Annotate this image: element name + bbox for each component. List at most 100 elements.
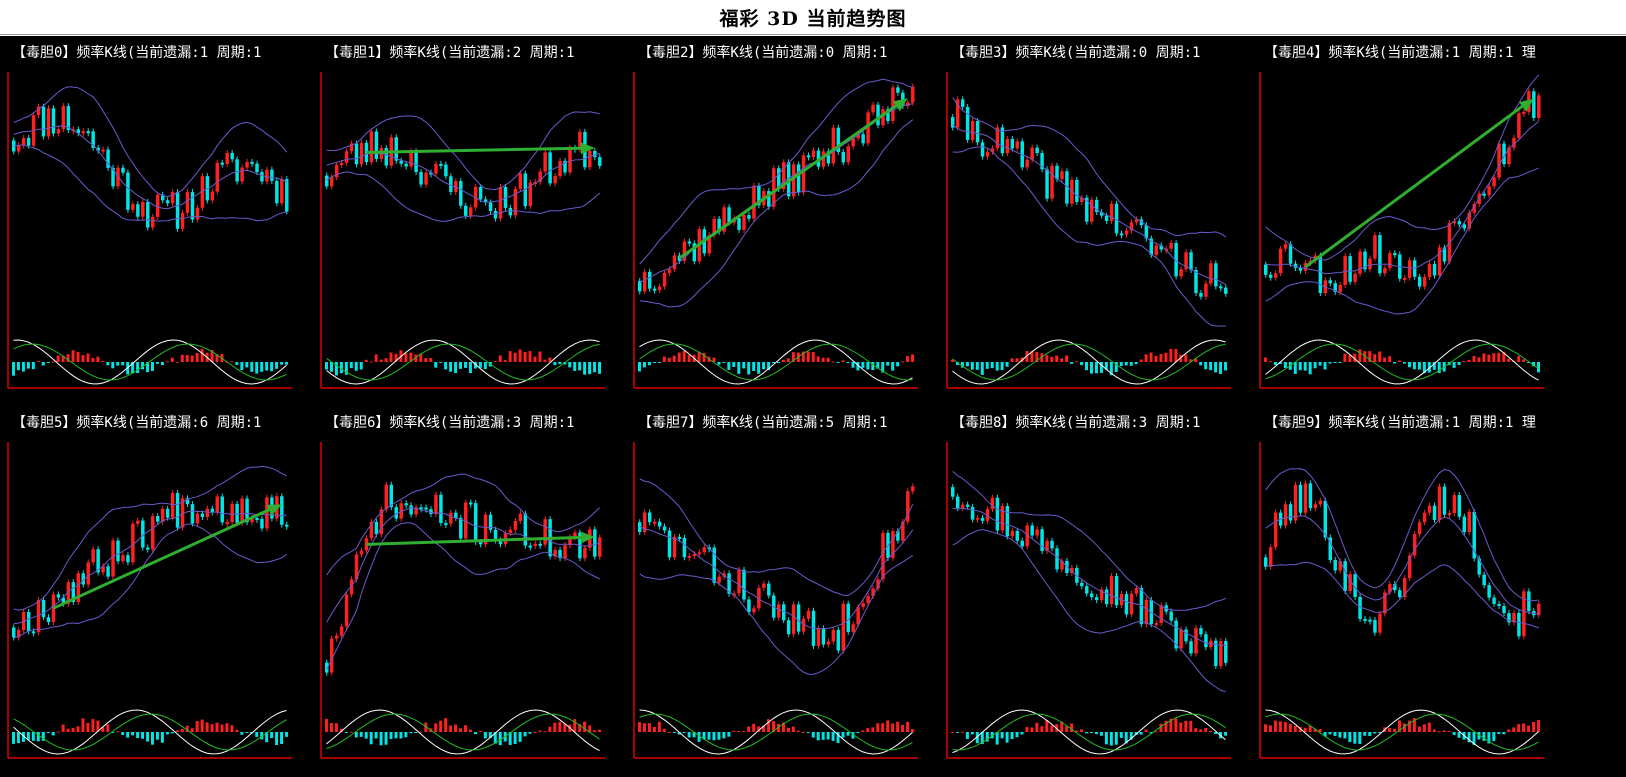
histogram-bar [1492, 732, 1496, 742]
candle [1224, 641, 1228, 663]
histogram-bar [1487, 354, 1491, 362]
histogram-bar [1035, 722, 1039, 732]
histogram-bar [493, 360, 497, 362]
band-middle [952, 124, 1227, 286]
candle [796, 604, 801, 632]
candle [1139, 219, 1144, 226]
candle [826, 641, 831, 645]
histogram-bar [61, 355, 65, 362]
candle [742, 215, 746, 230]
candle [662, 272, 667, 287]
candle [339, 626, 344, 636]
histogram-bar [483, 732, 487, 739]
histogram-bar [593, 362, 597, 373]
candle [76, 129, 81, 134]
candle [364, 142, 369, 163]
candle [1124, 594, 1129, 615]
candle [985, 151, 990, 157]
candle [1065, 171, 1069, 204]
candle [493, 529, 498, 541]
candle [1452, 221, 1457, 224]
histogram-bar [970, 362, 974, 370]
candle [160, 194, 165, 201]
histogram-bar [116, 731, 120, 733]
histogram-bar [1264, 357, 1267, 362]
candle [379, 509, 384, 535]
histogram-bar [1432, 729, 1436, 732]
candle [876, 579, 880, 589]
histogram-bar [1005, 732, 1009, 743]
histogram-bar [841, 360, 845, 362]
histogram-bar [51, 361, 55, 363]
candle [210, 508, 215, 513]
candle [21, 138, 26, 146]
chart-panel-3: 【毒胆3】频率K线(当前遗漏:0 周期:1 [939, 36, 1264, 406]
histogram-bar [1060, 358, 1064, 362]
trend-arrow-head [1518, 98, 1534, 112]
candle [856, 134, 860, 139]
candle [642, 512, 647, 532]
histogram-bar [1378, 732, 1382, 733]
candle [1358, 251, 1362, 274]
candle [1323, 500, 1328, 538]
candle [538, 543, 542, 546]
histogram-bar [757, 726, 761, 732]
histogram-bar [270, 362, 274, 372]
chart-label-7: 【毒胆7】频率K线(当前遗漏:5 周期:1 [638, 415, 888, 431]
histogram-bar [1442, 730, 1446, 732]
histogram-bar [1388, 727, 1392, 732]
histogram-bar [657, 362, 661, 363]
histogram-bar [389, 732, 393, 740]
candle [1209, 263, 1213, 284]
histogram-bar [1159, 353, 1163, 362]
histogram-bar [1174, 718, 1178, 732]
candle [806, 155, 811, 158]
histogram-bar [185, 725, 189, 732]
histogram-bar [821, 357, 825, 362]
band-middle [1265, 515, 1539, 615]
candle [111, 540, 115, 577]
candle [280, 179, 284, 204]
candle [155, 516, 160, 522]
histogram-bar [76, 351, 80, 362]
histogram-bar [473, 732, 477, 735]
histogram-bar [1080, 362, 1084, 366]
candle [1288, 244, 1293, 264]
histogram-bar [677, 732, 681, 735]
candle [1318, 255, 1323, 294]
band-lower [13, 523, 288, 639]
candle [195, 513, 200, 524]
histogram-bar [762, 362, 766, 370]
candle [1492, 177, 1496, 187]
candle [454, 512, 458, 518]
histogram-bar [647, 362, 651, 366]
candle [712, 547, 716, 583]
candle [1015, 530, 1020, 541]
histogram-bar [16, 362, 20, 371]
candle [121, 167, 125, 173]
histogram-bar [493, 732, 497, 744]
candle [1129, 593, 1134, 615]
histogram-bar [230, 725, 234, 732]
candle [116, 167, 120, 187]
chart-panel-5: 【毒胆5】频率K线(当前遗漏:6 周期:1 [0, 406, 325, 776]
histogram-bar [1075, 730, 1079, 732]
histogram-bar [354, 362, 358, 371]
candle [1090, 199, 1094, 222]
histogram-bar [111, 732, 115, 733]
histogram-bar [111, 362, 115, 369]
candle [101, 149, 105, 152]
candlestick-chart-0 [7, 72, 292, 389]
histogram-bar [46, 732, 50, 733]
candle [359, 142, 364, 165]
histogram-bar [1522, 359, 1526, 362]
candle [1383, 592, 1387, 614]
candle [478, 186, 483, 200]
candle [409, 505, 413, 515]
candle [970, 121, 975, 140]
histogram-bar [1030, 351, 1034, 362]
trend-arrow-line [52, 506, 275, 610]
candle [851, 138, 855, 147]
histogram-bar [449, 362, 453, 372]
candle [468, 207, 473, 216]
